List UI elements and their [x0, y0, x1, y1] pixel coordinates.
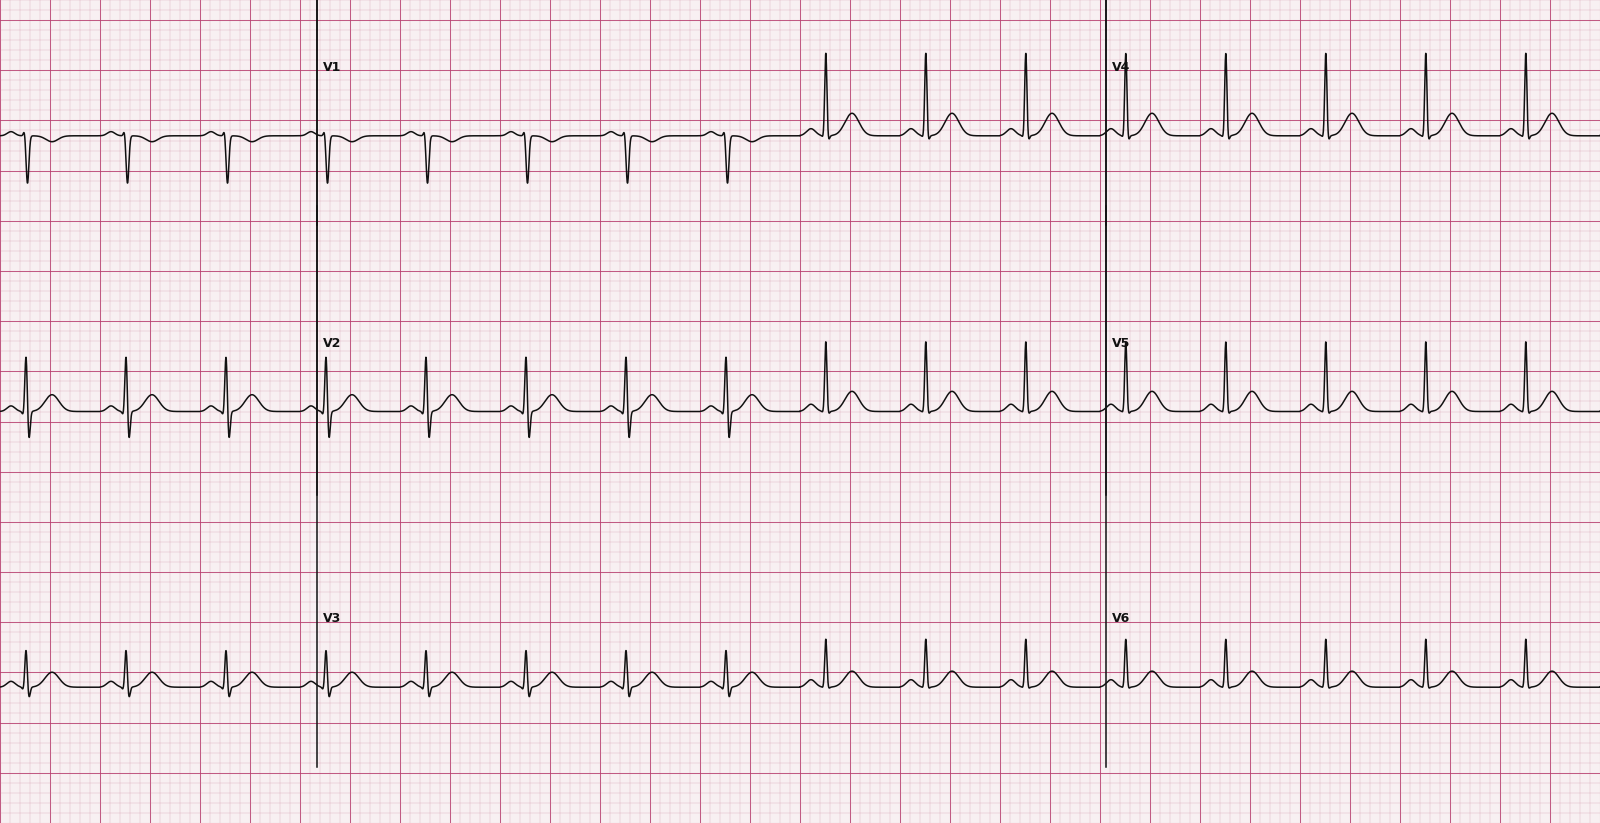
- Text: V6: V6: [1112, 612, 1130, 625]
- Text: V1: V1: [323, 61, 341, 74]
- Text: V5: V5: [1112, 337, 1130, 350]
- Text: V4: V4: [1112, 61, 1130, 74]
- Text: V3: V3: [323, 612, 341, 625]
- Text: V2: V2: [323, 337, 341, 350]
